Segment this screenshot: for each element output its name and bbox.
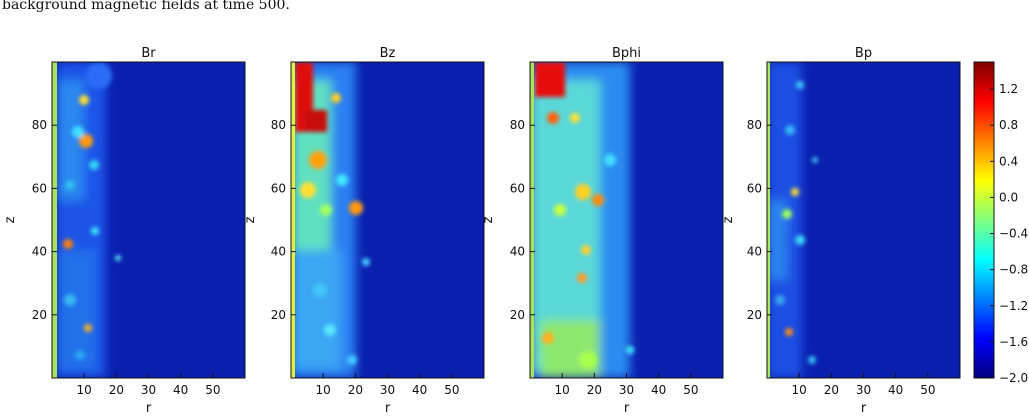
- panel-title-bz: Bz: [380, 46, 396, 61]
- heatmap-bphi: [530, 62, 723, 378]
- panel-bz: Bz 1: [243, 46, 485, 416]
- colorbar-tick-label: −1.2: [999, 299, 1028, 313]
- x-tick-label: 20: [109, 383, 124, 397]
- x-tick-label: 40: [412, 383, 427, 397]
- colorbar: 1.2 0.8 0.4 0.0 −0.4 −0.8 −1.2 −1.6 −2.0: [973, 61, 1028, 385]
- heatmap-br: [52, 62, 245, 378]
- y-ticks-bphi: 20 40 60 80: [510, 118, 535, 322]
- y-tick-label: 40: [747, 245, 762, 259]
- panel-title-br: Br: [141, 46, 156, 61]
- x-tick-label: 10: [77, 383, 92, 397]
- x-tick-label: 10: [316, 383, 331, 397]
- y-tick-label: 40: [510, 245, 525, 259]
- y-tick-label: 20: [271, 308, 286, 322]
- heatmap-bz: [291, 62, 484, 378]
- x-label-br: r: [146, 401, 152, 416]
- x-tick-label: 30: [380, 383, 395, 397]
- colorbar-tick-label: 0.0: [999, 190, 1018, 204]
- y-tick-label: 40: [32, 245, 47, 259]
- y-tick-label: 60: [510, 181, 525, 195]
- x-tick-label: 50: [205, 383, 220, 397]
- x-ticks-bp: 10 20 30 40 50: [792, 373, 935, 397]
- x-tick-label: 20: [587, 383, 602, 397]
- heatmap-bp: [767, 62, 960, 378]
- x-ticks-bphi: 10 20 30 40 50: [555, 373, 698, 397]
- x-ticks-br: 10 20 30 40 50: [77, 373, 220, 397]
- x-ticks-bz: 10 20 30 40 50: [316, 373, 459, 397]
- figure-caption: background magnetic fields at time 500.: [2, 0, 290, 13]
- x-tick-label: 20: [348, 383, 363, 397]
- x-tick-label: 10: [792, 383, 807, 397]
- y-label-br: z: [3, 216, 18, 223]
- y-tick-label: 80: [271, 118, 286, 132]
- colorbar-tick-label: −1.6: [999, 335, 1028, 349]
- panel-title-bp: Bp: [855, 46, 872, 61]
- x-tick-label: 30: [141, 383, 156, 397]
- y-ticks-bp: 20 40 60 80: [747, 118, 772, 322]
- y-tick-label: 20: [747, 308, 762, 322]
- y-tick-label: 60: [32, 181, 47, 195]
- y-tick-label: 40: [271, 245, 286, 259]
- x-tick-label: 10: [555, 383, 570, 397]
- x-tick-label: 30: [856, 383, 871, 397]
- y-ticks-bz: 20 40 60 80: [271, 118, 296, 322]
- panel-br: Br 1: [3, 46, 246, 416]
- y-tick-label: 80: [747, 118, 762, 132]
- x-tick-label: 30: [619, 383, 634, 397]
- x-label-bphi: r: [624, 401, 630, 416]
- colorbar-tick-label: 1.2: [999, 82, 1018, 96]
- x-tick-label: 50: [444, 383, 459, 397]
- colorbar-scale: [973, 61, 995, 379]
- y-label-bz: z: [243, 216, 258, 223]
- y-tick-label: 20: [32, 308, 47, 322]
- colorbar-tick-label: −0.4: [999, 227, 1028, 241]
- colorbar-tick-label: 0.8: [999, 118, 1018, 132]
- x-tick-label: 40: [888, 383, 903, 397]
- x-tick-label: 40: [651, 383, 666, 397]
- panel-bphi: Bphi: [481, 46, 724, 416]
- y-tick-label: 80: [510, 118, 525, 132]
- colorbar-ticks: 1.2 0.8 0.4 0.0 −0.4 −0.8 −1.2 −1.6 −2.0: [990, 82, 1028, 385]
- x-label-bp: r: [861, 401, 867, 416]
- panel-bp: Bp 10 20 30 40 50 20 40 60 80 r z: [721, 46, 961, 416]
- x-label-bz: r: [385, 401, 391, 416]
- y-tick-label: 60: [747, 181, 762, 195]
- y-tick-label: 20: [510, 308, 525, 322]
- y-label-bp: z: [721, 216, 736, 223]
- colorbar-tick-label: −2.0: [999, 371, 1028, 385]
- x-tick-label: 20: [824, 383, 839, 397]
- colorbar-tick-label: −0.8: [999, 263, 1028, 277]
- y-ticks-br: 20 40 60 80: [32, 118, 57, 322]
- y-tick-label: 80: [32, 118, 47, 132]
- x-tick-label: 50: [683, 383, 698, 397]
- panel-title-bphi: Bphi: [612, 46, 641, 61]
- x-tick-label: 50: [920, 383, 935, 397]
- x-tick-label: 40: [173, 383, 188, 397]
- y-tick-label: 60: [271, 181, 286, 195]
- colorbar-tick-label: 0.4: [999, 154, 1018, 168]
- y-label-bphi: z: [481, 216, 496, 223]
